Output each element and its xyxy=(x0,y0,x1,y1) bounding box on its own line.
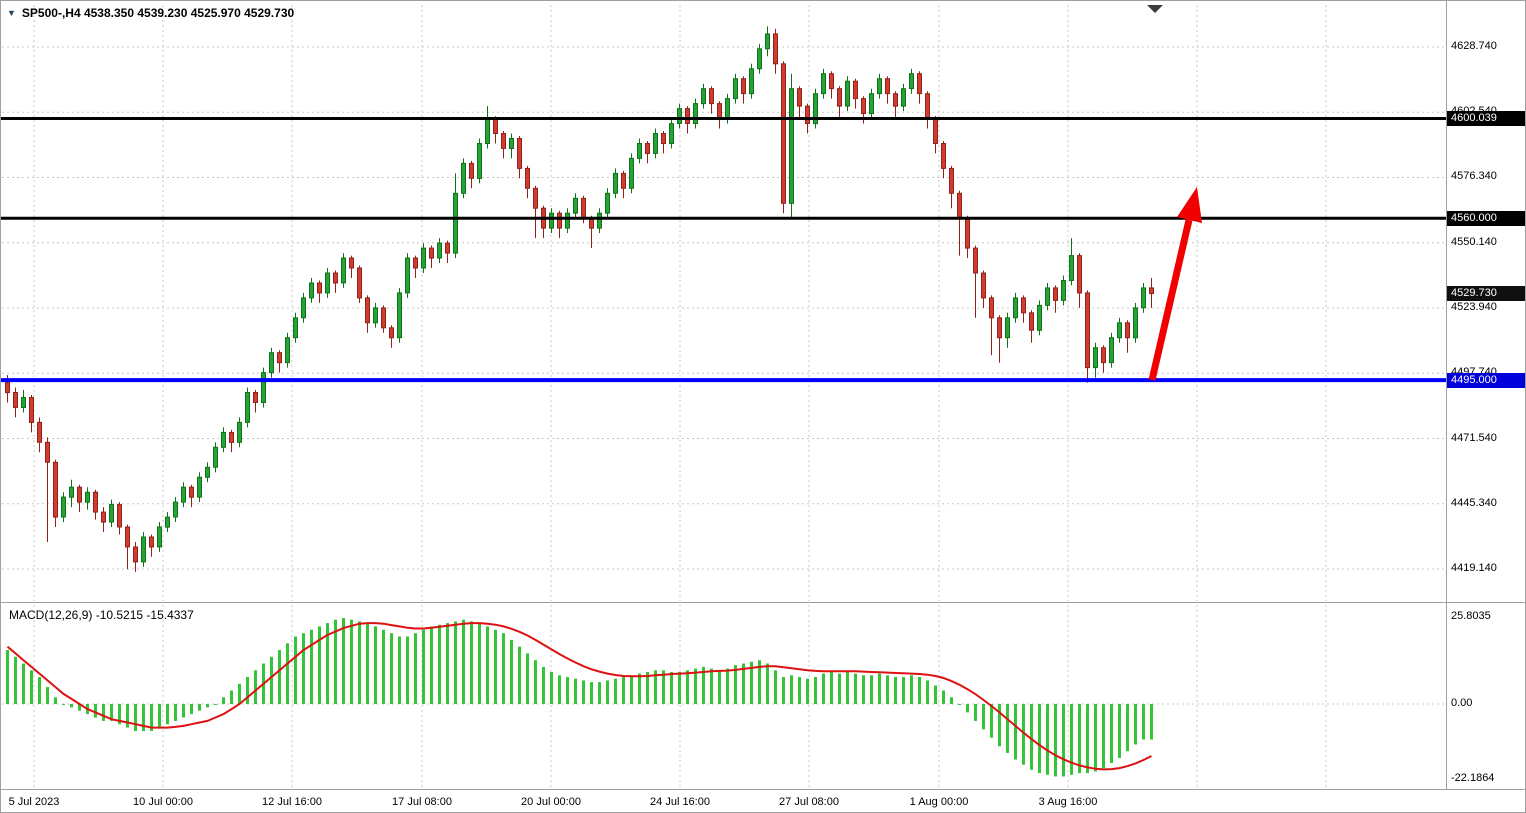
chart-shift-marker-icon[interactable] xyxy=(1147,5,1163,13)
price-axis-label: 4419.140 xyxy=(1451,562,1497,574)
time-axis-label: 10 Jul 00:00 xyxy=(133,796,193,808)
price-badge: 4495.000 xyxy=(1447,373,1525,388)
time-axis-label: 1 Aug 00:00 xyxy=(909,796,969,808)
price-badge: 4529.730 xyxy=(1447,286,1525,301)
macd-axis-label: 0.00 xyxy=(1451,697,1473,709)
price-axis-label: 4576.340 xyxy=(1451,170,1497,182)
price-axis-label: 4523.940 xyxy=(1451,301,1497,313)
macd-indicator-label: MACD(12,26,9) -10.5215 -15.4337 xyxy=(9,608,194,622)
grid-lines xyxy=(2,5,1446,788)
one-click-trading-toggle-icon[interactable]: ▼ xyxy=(7,7,16,18)
macd-signal-line xyxy=(6,622,1152,771)
price-badge: 4600.039 xyxy=(1447,111,1525,126)
time-axis-label: 27 Jul 08:00 xyxy=(779,796,839,808)
price-badge: 4560.000 xyxy=(1447,211,1525,226)
time-axis-label: 5 Jul 2023 xyxy=(8,796,60,808)
symbol-ohlc-label: SP500-,H4 4538.350 4539.230 4525.970 452… xyxy=(21,6,295,20)
time-axis-label: 17 Jul 08:00 xyxy=(392,796,452,808)
time-axis-label: 20 Jul 00:00 xyxy=(521,796,581,808)
time-axis-label: 3 Aug 16:00 xyxy=(1038,796,1098,808)
pane-borders xyxy=(1,1,1525,790)
price-axis-label: 4445.340 xyxy=(1451,497,1497,509)
price-axis-label: 4471.540 xyxy=(1451,432,1497,444)
chart-header: ▼ SP500-,H4 4538.350 4539.230 4525.970 4… xyxy=(7,6,294,20)
price-axis-label: 4628.740 xyxy=(1451,40,1497,52)
macd-axis-label: -22.1864 xyxy=(1451,772,1495,784)
macd-histogram-series xyxy=(6,618,1153,777)
price-axis-label: 4550.140 xyxy=(1451,236,1497,248)
trend-arrow-annotation[interactable] xyxy=(1148,187,1202,381)
time-axis-label: 24 Jul 16:00 xyxy=(650,796,710,808)
macd-axis-label: 25.8035 xyxy=(1451,610,1491,622)
time-axis-label: 12 Jul 16:00 xyxy=(262,796,322,808)
